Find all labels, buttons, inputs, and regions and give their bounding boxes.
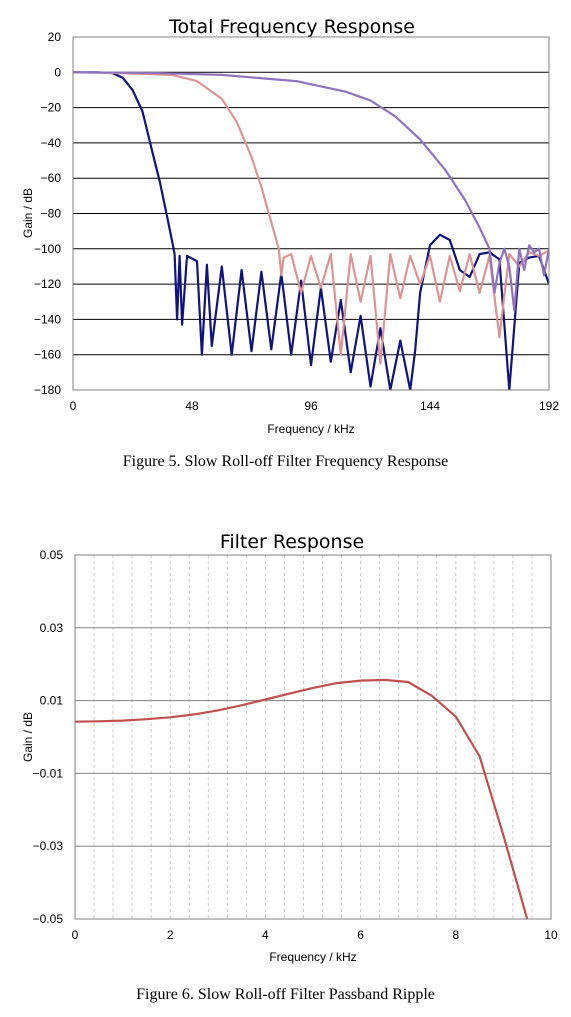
y-tick-label: −20 xyxy=(41,101,62,115)
plot-frame xyxy=(74,554,552,920)
x-tick-label: 10 xyxy=(544,928,558,942)
y-tick-label: −60 xyxy=(41,171,62,185)
y-tick-label: −100 xyxy=(34,242,61,256)
x-tick-label: 0 xyxy=(70,399,77,413)
x-tick-label: 2 xyxy=(167,928,174,942)
x-tick-label: 192 xyxy=(539,399,559,413)
y-tick-label: 0 xyxy=(54,65,61,79)
plot-frame xyxy=(72,36,550,391)
x-tick-label: 144 xyxy=(420,399,440,413)
figure-caption: Figure 6. Slow Roll-off Filter Passband … xyxy=(136,986,435,1003)
chart-title: Filter Response xyxy=(220,531,364,553)
y-tick-labels: 20 0 −20 −40 −60 −80 −100 −120 −140 −160 −180 xyxy=(34,30,61,397)
x-tick-label: 4 xyxy=(262,928,269,942)
x-tick-label: 96 xyxy=(304,399,318,413)
series-line xyxy=(73,71,549,390)
x-tick-label: 48 xyxy=(185,399,199,413)
figure-caption: Figure 5. Slow Roll-off Filter Frequency… xyxy=(122,453,449,470)
series-line xyxy=(75,678,529,919)
y-tick-label: −80 xyxy=(41,207,62,221)
y-tick-label: −140 xyxy=(34,312,61,326)
y-tick-label: −0.03 xyxy=(33,839,64,853)
x-axis-label: Frequency / kHz xyxy=(267,422,354,436)
y-tick-label: −160 xyxy=(34,348,61,362)
y-tick-label: 20 xyxy=(48,30,62,44)
y-axis-label: Gain / dB xyxy=(21,188,35,238)
x-tick-label: 0 xyxy=(72,928,79,942)
y-tick-label: −0.05 xyxy=(33,912,64,926)
x-tick-labels: 0 48 96 144 192 xyxy=(70,399,560,413)
y-tick-label: −40 xyxy=(41,136,62,150)
chart-title: Total Frequency Response xyxy=(168,16,415,38)
series-line xyxy=(73,71,549,312)
y-tick-label: −120 xyxy=(34,277,61,291)
y-tick-labels: 0.05 0.03 0.01 −0.01 −0.03 −0.05 xyxy=(33,548,64,926)
y-tick-label: 0.05 xyxy=(40,548,64,562)
y-tick-label: −0.01 xyxy=(33,766,64,780)
x-axis-label: Frequency / kHz xyxy=(269,950,356,964)
series-group xyxy=(75,678,529,919)
gridlines xyxy=(73,71,549,356)
y-axis-label: Gain / dB xyxy=(21,712,35,762)
passband-ripple-chart: Filter Response 0.05 0.03 0.01 −0.01 −0.03 −0… xyxy=(21,531,558,964)
x-tick-label: 6 xyxy=(357,928,364,942)
series-group xyxy=(73,71,549,390)
y-tick-label: 0.03 xyxy=(40,621,64,635)
gridlines xyxy=(75,555,551,919)
series-line xyxy=(73,71,549,365)
frequency-response-chart: Total Frequency Response 20 0 −20 −40 −60 −80… xyxy=(21,16,560,436)
y-tick-label: −180 xyxy=(34,383,61,397)
y-tick-label: 0.01 xyxy=(40,694,64,708)
x-tick-labels: 0 2 4 6 8 10 xyxy=(72,928,558,942)
x-tick-label: 8 xyxy=(452,928,459,942)
